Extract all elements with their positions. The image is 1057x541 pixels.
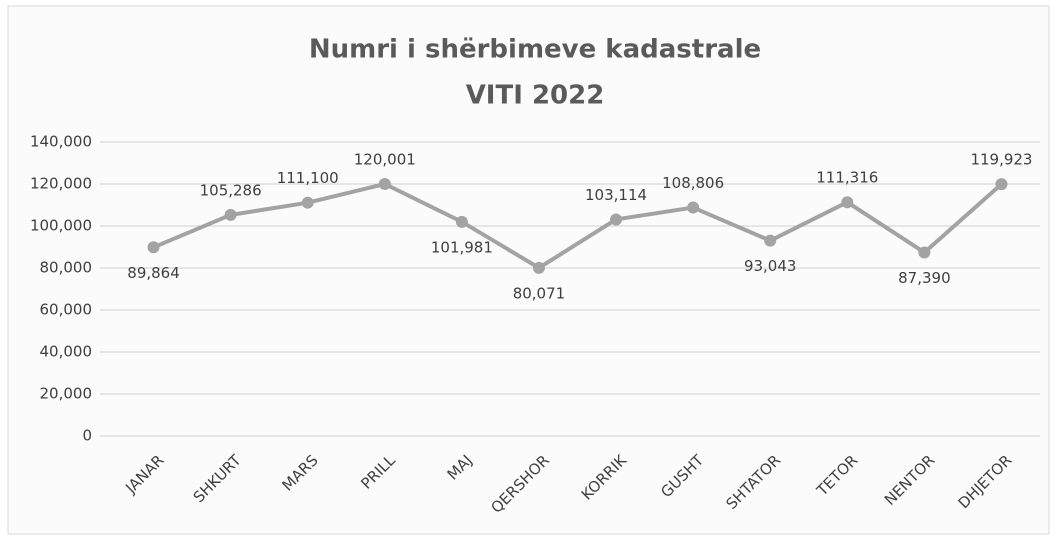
data-label: 120,001 [354, 150, 416, 168]
data-label: 111,316 [816, 169, 878, 187]
y-tick-label: 120,000 [30, 175, 92, 193]
y-tick-label: 20,000 [40, 385, 93, 403]
marker [995, 178, 1008, 191]
y-tick-label: 100,000 [30, 217, 92, 235]
marker [455, 215, 468, 228]
y-tick-label: 40,000 [40, 343, 93, 361]
marker [687, 201, 700, 214]
data-label: 111,100 [277, 169, 339, 187]
data-label: 89,864 [127, 264, 180, 282]
data-label: 119,923 [970, 151, 1032, 169]
marker [764, 234, 777, 247]
y-tick-label: 60,000 [40, 301, 93, 319]
data-label: 108,806 [662, 174, 724, 192]
line [152, 181, 1003, 271]
data-label: 87,390 [898, 269, 951, 287]
marker [147, 241, 160, 254]
y-tick-label: 80,000 [40, 259, 93, 277]
data-label: 93,043 [744, 257, 797, 275]
marker [378, 177, 391, 190]
marker [918, 246, 931, 259]
y-tick-label: 0 [82, 427, 92, 445]
data-label: 103,114 [585, 186, 647, 204]
chart-title: Numri i shërbimeve kadastrale [309, 35, 761, 65]
data-label: 101,981 [431, 238, 493, 256]
marker [224, 208, 237, 221]
marker [532, 261, 545, 274]
marker [841, 196, 854, 209]
marker [301, 196, 314, 209]
data-label: 80,071 [513, 284, 566, 302]
data-label: 105,286 [200, 181, 262, 199]
chart-frame [7, 5, 1050, 535]
y-tick-label: 140,000 [30, 133, 92, 151]
marker [610, 213, 623, 226]
chart-subtitle: VITI 2022 [466, 81, 605, 111]
